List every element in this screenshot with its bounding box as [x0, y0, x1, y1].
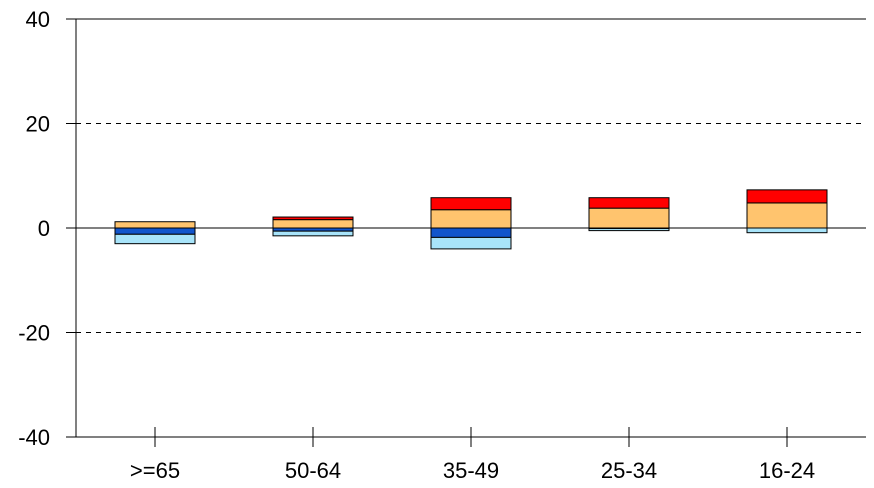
bar-segment: [272, 216, 354, 221]
bar-segment: [430, 236, 512, 250]
bar-segment: [430, 197, 512, 211]
bar-segment: [272, 219, 354, 229]
bar-segment: [114, 233, 196, 245]
x-tick-label: 16-24: [759, 458, 815, 483]
x-tick-label: 35-49: [443, 458, 499, 483]
bar-segment: [430, 209, 512, 229]
y-tick-label: -20: [18, 321, 50, 346]
x-tick-label: 25-34: [601, 458, 657, 483]
bar-segment: [588, 228, 670, 232]
grid-layer: [76, 18, 866, 438]
bar-segment: [746, 202, 828, 229]
y-tick-label: 0: [38, 216, 50, 241]
bar-segment: [272, 230, 354, 237]
bar-segment: [746, 189, 828, 204]
bar-segment: [588, 207, 670, 229]
bar-segment: [746, 227, 828, 234]
labels-layer: 40 20 0 -20 -40 >=65 50-64 35-49 25-34 16-24: [18, 7, 815, 483]
y-tick-label: -40: [18, 425, 50, 450]
y-tick-label: 40: [26, 7, 50, 32]
y-tick-label: 20: [26, 112, 50, 137]
bars-layer: [114, 189, 828, 250]
bar-segment: [430, 227, 512, 238]
axes-layer: [66, 18, 866, 447]
x-tick-label: 50-64: [285, 458, 341, 483]
bar-segment: [588, 197, 670, 209]
x-tick-label: >=65: [130, 458, 180, 483]
bar-segment: [114, 227, 196, 235]
bar-segment: [114, 221, 196, 229]
